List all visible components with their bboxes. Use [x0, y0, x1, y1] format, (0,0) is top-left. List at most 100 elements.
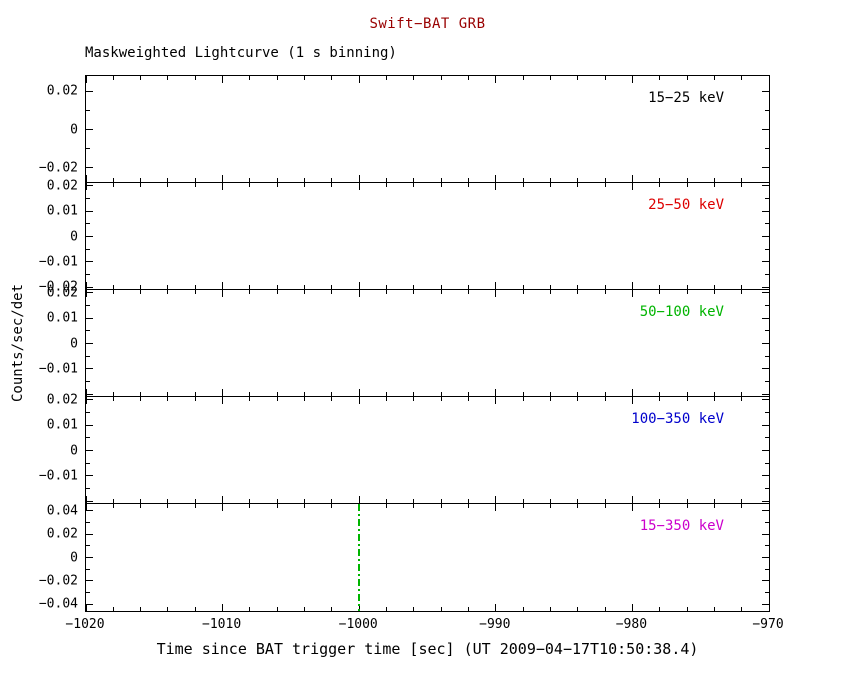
x-tick-mark [549, 607, 551, 611]
x-tick-mark [85, 397, 87, 404]
y-tick-mark [86, 185, 93, 187]
x-tick-mark [768, 290, 770, 297]
x-tick-mark [467, 504, 469, 508]
x-tick-mark [604, 285, 606, 289]
x-tick-mark [413, 499, 415, 503]
y-tick-label: −0.01 [38, 468, 78, 484]
y-tick-mark [765, 381, 769, 383]
figure-subtitle: Maskweighted Lightcurve (1 s binning) [85, 45, 397, 61]
x-tick-mark [249, 397, 251, 401]
y-tick-label: 0.04 [46, 503, 78, 519]
x-tick-mark [85, 290, 87, 297]
x-tick-mark [631, 175, 633, 182]
y-tick-label: −0.04 [38, 596, 78, 612]
x-tick-mark [686, 397, 688, 401]
x-tick-mark [440, 499, 442, 503]
x-tick-mark [467, 285, 469, 289]
figure-title: Swift−BAT GRB [369, 16, 486, 32]
x-tick-mark [631, 183, 633, 190]
y-tick-mark [762, 343, 769, 344]
x-tick-mark [331, 183, 333, 187]
y-tick-mark [762, 210, 769, 212]
x-tick-mark [549, 397, 551, 401]
x-tick-mark [112, 607, 114, 611]
energy-band-label: 50−100 keV [639, 304, 724, 320]
x-tick-mark [768, 76, 770, 83]
y-tick-mark [86, 450, 93, 451]
y-tick-mark [765, 411, 769, 413]
x-tick-mark [467, 178, 469, 182]
x-tick-mark [85, 175, 87, 182]
x-tick-mark [304, 499, 306, 503]
x-tick-mark [604, 499, 606, 503]
x-tick-mark [194, 285, 196, 289]
y-tick-mark [762, 603, 769, 605]
y-tick-mark [762, 261, 769, 263]
x-tick-mark [194, 397, 196, 401]
x-tick-label: −980 [615, 617, 648, 632]
x-tick-mark [741, 285, 743, 289]
x-tick-mark [522, 290, 524, 294]
y-tick-mark [765, 591, 769, 593]
y-tick-mark [86, 488, 90, 490]
y-tick-label: 0.02 [46, 178, 78, 194]
x-tick-mark [686, 178, 688, 182]
x-tick-mark [276, 499, 278, 503]
x-tick-mark [140, 504, 142, 508]
x-tick-mark [304, 285, 306, 289]
x-tick-mark [358, 76, 360, 83]
x-tick-mark [741, 183, 743, 187]
x-tick-mark [112, 499, 114, 503]
x-tick-mark [112, 76, 114, 80]
y-tick-label: −0.02 [38, 160, 78, 176]
x-tick-mark [686, 392, 688, 396]
x-tick-mark [85, 504, 87, 511]
x-tick-mark [631, 397, 633, 404]
x-tick-mark [167, 285, 169, 289]
y-tick-mark [86, 261, 93, 263]
y-tick-mark [762, 185, 769, 187]
x-tick-mark [577, 504, 579, 508]
y-tick-mark [765, 223, 769, 225]
y-tick-mark [86, 580, 93, 582]
y-tick-mark [86, 274, 90, 276]
x-tick-mark [140, 285, 142, 289]
x-tick-mark [686, 504, 688, 508]
x-tick-mark [495, 504, 497, 511]
y-tick-mark [86, 411, 90, 413]
x-tick-mark [276, 504, 278, 508]
x-tick-mark [631, 604, 633, 611]
x-tick-mark [741, 397, 743, 401]
y-tick-mark [762, 167, 769, 169]
x-tick-mark [386, 397, 388, 401]
y-tick-mark [86, 603, 93, 605]
x-tick-mark [495, 389, 497, 396]
y-tick-mark [86, 236, 93, 237]
x-tick-mark [194, 76, 196, 80]
y-tick-mark [86, 330, 90, 332]
x-tick-label: −1020 [65, 617, 105, 632]
x-tick-mark [413, 285, 415, 289]
x-tick-mark [167, 392, 169, 396]
x-tick-mark [741, 504, 743, 508]
x-tick-mark [222, 389, 224, 396]
y-tick-mark [762, 580, 769, 582]
x-tick-mark [741, 76, 743, 80]
x-tick-mark [85, 76, 87, 83]
x-tick-mark [358, 389, 360, 396]
x-tick-mark [140, 397, 142, 401]
x-tick-mark [659, 499, 661, 503]
x-tick-mark [686, 285, 688, 289]
y-tick-label: −0.01 [38, 361, 78, 377]
x-tick-mark [386, 504, 388, 508]
x-tick-mark [112, 178, 114, 182]
y-tick-mark [762, 500, 769, 502]
x-tick-mark [604, 504, 606, 508]
y-tick-mark [762, 424, 769, 426]
x-tick-mark [85, 496, 87, 503]
x-tick-mark [413, 607, 415, 611]
x-tick-mark [577, 499, 579, 503]
x-tick-mark [140, 178, 142, 182]
y-tick-mark [765, 355, 769, 357]
x-tick-mark [194, 499, 196, 503]
